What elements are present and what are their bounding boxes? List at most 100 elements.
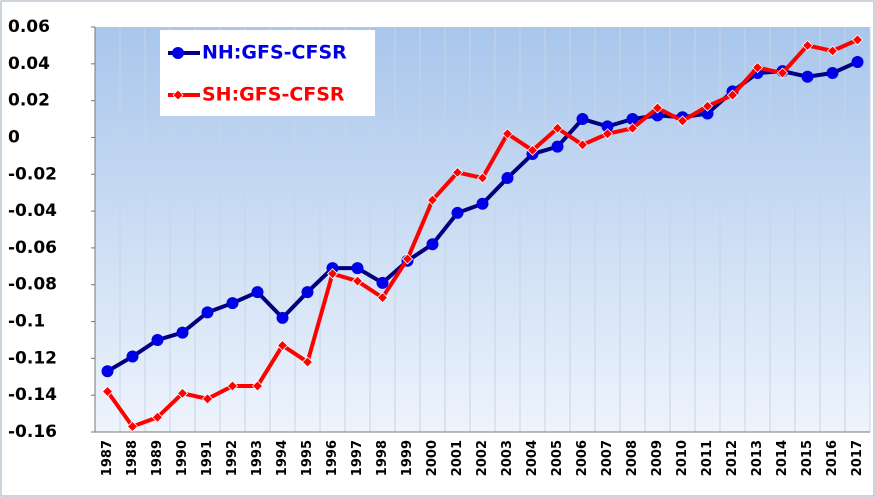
x-tick-label: 2015 [800,440,815,476]
point [126,420,139,433]
x-tick-label: 2008 [625,440,640,476]
x-tick-label: 1995 [300,440,315,476]
point [576,113,589,126]
x-tick-label: 2005 [550,440,565,476]
x-tick-label: 2000 [425,440,440,476]
x-tick-label: 1990 [175,440,190,476]
point [626,122,639,134]
legend-label: NH:GFS-CFSR [202,42,347,64]
point [826,45,839,57]
x-tick-label: 2006 [575,440,590,476]
y-tick-label: -0.04 [8,201,57,221]
point [101,365,114,378]
x-tick-label: 2003 [500,440,515,476]
x-tick-label: 2011 [700,440,715,476]
point [351,262,364,275]
point [526,144,539,156]
point [126,350,139,363]
point [276,311,289,324]
x-tick-label: 1991 [200,440,215,476]
y-tick-label: -0.12 [8,348,57,368]
point [426,194,439,206]
x-tick-label: 1987 [100,440,115,476]
x-tick-label: 1988 [125,440,140,476]
y-tick-label: 0 [8,127,20,147]
point [451,206,464,219]
x-tick-label: 2010 [675,440,690,476]
point [851,34,864,46]
y-tick-label: -0.02 [8,164,57,184]
x-tick-label: 2001 [450,440,465,476]
point [501,171,514,184]
y-tick-label: 0.06 [8,17,50,37]
legend-label: SH:GFS-CFSR [202,84,345,106]
point [726,89,739,101]
point [751,61,764,74]
point [701,107,714,120]
point [176,387,189,399]
x-tick-label: 2007 [600,440,615,476]
x-tick-label: 1994 [275,440,290,476]
x-tick-label: 2017 [850,440,865,476]
x-tick-label: 2004 [525,440,540,476]
point [476,197,489,210]
x-tick-label: 2014 [775,440,790,476]
point [476,172,489,184]
point [351,275,364,287]
point [276,339,289,352]
x-tick-label: 2013 [750,440,765,476]
point [176,326,189,339]
point [151,411,164,423]
point [601,128,614,140]
legend [160,30,375,116]
point [376,276,389,289]
point [376,292,389,304]
point [226,297,239,310]
point [426,238,439,251]
x-tick-label: 1993 [250,440,265,476]
x-tick-label: 2012 [725,440,740,476]
point [801,39,814,51]
point [801,70,814,83]
point [301,286,314,299]
x-tick-label: 1999 [400,440,415,476]
x-tick-label: 1996 [325,440,340,476]
point [701,100,714,112]
point [651,102,664,114]
x-tick-label: 2002 [475,440,490,476]
y-tick-label: -0.1 [8,312,45,332]
point [326,268,339,280]
x-tick-label: 1997 [350,440,365,476]
point [626,113,639,126]
point [301,356,314,368]
point [576,139,589,151]
y-tick-label: -0.08 [8,275,57,295]
point [172,47,184,59]
point [776,67,789,79]
y-tick-label: 0.02 [8,91,50,111]
x-tick-label: 1989 [150,440,165,476]
point [172,89,184,101]
point [501,128,514,140]
y-tick-label: -0.16 [8,422,57,442]
y-tick-label: -0.14 [8,385,57,405]
point [251,286,264,299]
x-tick-label: 2016 [825,440,840,476]
point [201,306,214,319]
point [551,122,564,134]
point [551,140,564,153]
point [451,166,464,178]
y-tick-label: -0.06 [8,238,57,258]
x-tick-label: 1998 [375,440,390,476]
x-tick-label: 2009 [650,440,665,476]
point [676,115,689,127]
point [251,380,264,392]
point [151,333,164,346]
y-tick-label: 0.04 [8,54,50,74]
point [201,393,214,405]
point [826,67,839,80]
x-tick-label: 1992 [225,440,240,476]
point [101,385,114,398]
point [226,380,239,392]
